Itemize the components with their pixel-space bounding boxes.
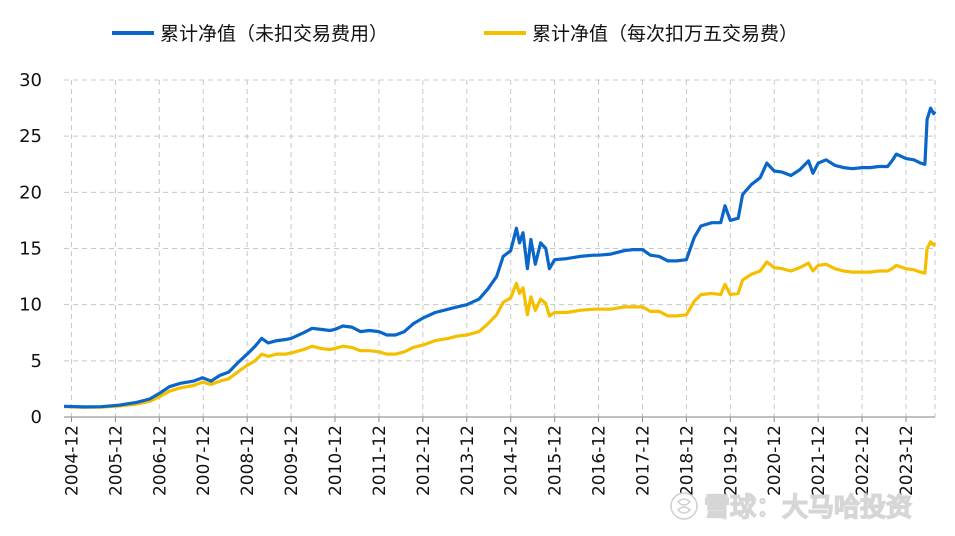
watermark-text: 雪球：大马哈投资	[704, 493, 912, 523]
x-tick-label: 2020-12	[765, 425, 785, 496]
y-tick-label: 25	[19, 126, 42, 147]
legend-label: 累计净值（每次扣万五交易费）	[532, 23, 798, 45]
x-tick-label: 2018-12	[677, 425, 697, 496]
chart-grid	[64, 79, 936, 417]
watermark: 雪球：大马哈投资	[670, 492, 913, 524]
x-tick-label: 2009-12	[282, 425, 302, 496]
x-tick-label: 2005-12	[106, 425, 126, 496]
x-tick-label: 2023-12	[897, 425, 917, 496]
y-tick-label: 20	[19, 182, 42, 203]
snowball-logo-icon	[670, 492, 698, 520]
x-tick-label: 2021-12	[809, 425, 829, 496]
x-tick-label: 2015-12	[546, 425, 566, 496]
y-tick-label: 5	[31, 351, 42, 372]
x-tick-label: 2006-12	[150, 425, 170, 496]
chart-series	[63, 106, 937, 409]
x-tick-label: 2014-12	[502, 425, 522, 496]
y-tick-label: 15	[19, 239, 42, 260]
x-tick-label: 2012-12	[414, 425, 434, 496]
x-tick-label: 2004-12	[62, 425, 82, 496]
x-tick-label: 2010-12	[326, 425, 346, 496]
chart-axes: 0 5 10 15 20 25 30 2004-12 2005-12 2006-12 2007-12…	[19, 70, 935, 496]
x-tick-label: 2008-12	[238, 425, 258, 496]
legend-label: 累计净值（未扣交易费用）	[160, 23, 388, 45]
series-line-gross	[63, 106, 937, 409]
y-tick-label: 0	[31, 407, 42, 428]
y-tick-label: 30	[19, 70, 42, 91]
x-tick-label: 2013-12	[458, 425, 478, 496]
chart-legend: 累计净值（未扣交易费用） 累计净值（每次扣万五交易费）	[112, 23, 798, 45]
y-tick-label: 10	[19, 295, 42, 316]
x-tick-label: 2022-12	[853, 425, 873, 496]
x-tick-label: 2011-12	[370, 425, 390, 496]
series-line-net	[63, 240, 937, 409]
x-tick-label: 2017-12	[633, 425, 653, 496]
x-tick-label: 2019-12	[721, 425, 741, 496]
x-tick-label: 2016-12	[590, 425, 610, 496]
x-tick-label: 2007-12	[194, 425, 214, 496]
